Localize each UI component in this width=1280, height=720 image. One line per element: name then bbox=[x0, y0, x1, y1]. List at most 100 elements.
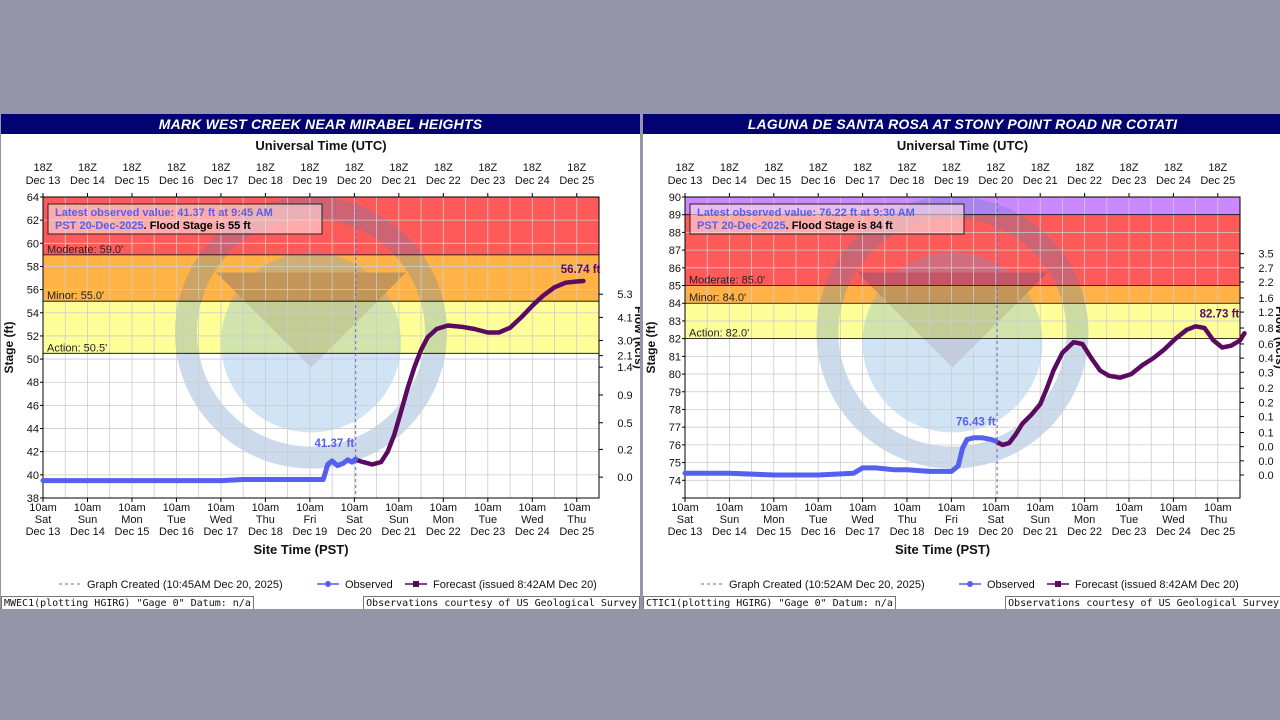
bottom-tick-label: Dec 18 bbox=[248, 526, 283, 538]
bottom-tick-label: Dec 19 bbox=[934, 526, 969, 538]
top-axis-title: Universal Time (UTC) bbox=[897, 138, 1028, 153]
bottom-tick-label: Dec 21 bbox=[381, 526, 416, 538]
bottom-tick-label: 10am bbox=[430, 502, 458, 514]
top-tick-label: 18Z bbox=[676, 162, 695, 174]
bottom-tick-label: 10am bbox=[474, 502, 502, 514]
bottom-tick-label: 10am bbox=[671, 502, 699, 514]
source-footer: Observations courtesy of US Geological S… bbox=[363, 596, 640, 609]
top-tick-label: Dec 14 bbox=[70, 175, 105, 187]
top-tick-label: Dec 21 bbox=[1023, 175, 1058, 187]
bottom-tick-label: 10am bbox=[1115, 502, 1143, 514]
watermark-gull bbox=[216, 272, 406, 368]
flood-band-label: Minor: 55.0' bbox=[47, 290, 104, 302]
bottom-tick-label: Dec 13 bbox=[668, 526, 703, 538]
flood-band-label: Moderate: 59.0' bbox=[47, 244, 123, 256]
top-tick-label: Dec 24 bbox=[515, 175, 550, 187]
y-tick-label: 74 bbox=[669, 475, 681, 487]
chart-title: LAGUNA DE SANTA ROSA AT STONY POINT ROAD… bbox=[643, 114, 1280, 134]
legend-observed-label: Observed bbox=[345, 579, 393, 591]
bottom-tick-label: Sun bbox=[389, 514, 409, 526]
flow-tick-label: 3.0 bbox=[617, 336, 632, 348]
top-tick-label: Dec 20 bbox=[337, 175, 372, 187]
y-tick-label: 64 bbox=[27, 192, 39, 204]
y-tick-label: 89 bbox=[669, 210, 681, 222]
y2-axis-title: Flow (kcfs) bbox=[1273, 306, 1280, 369]
flow-tick-label: 0.0 bbox=[1258, 456, 1273, 468]
bottom-tick-label: Dec 23 bbox=[1112, 526, 1147, 538]
y-tick-label: 42 bbox=[27, 447, 39, 459]
y-tick-label: 52 bbox=[27, 331, 39, 343]
top-tick-label: Dec 23 bbox=[470, 175, 505, 187]
bottom-tick-label: Dec 14 bbox=[70, 526, 105, 538]
top-tick-label: Dec 15 bbox=[756, 175, 791, 187]
bottom-tick-label: 10am bbox=[519, 502, 547, 514]
bottom-tick-label: Thu bbox=[567, 514, 586, 526]
flow-tick-label: 0.5 bbox=[617, 418, 632, 430]
bottom-tick-label: Dec 22 bbox=[1067, 526, 1102, 538]
flow-tick-label: 2.2 bbox=[1258, 277, 1273, 289]
top-tick-label: Dec 20 bbox=[978, 175, 1013, 187]
observed-peak-label: 41.37 ft bbox=[315, 438, 355, 450]
station-footer: MWEC1(plotting HGIRG) "Gage 0" Datum: n/… bbox=[1, 596, 254, 609]
legend-forecast-marker bbox=[413, 581, 419, 587]
bottom-tick-label: 10am bbox=[163, 502, 191, 514]
flow-tick-label: 1.2 bbox=[1258, 307, 1273, 319]
bottom-tick-label: Thu bbox=[898, 514, 917, 526]
bottom-tick-label: Fri bbox=[303, 514, 316, 526]
y-tick-label: 90 bbox=[669, 192, 681, 204]
y-tick-label: 82 bbox=[669, 334, 681, 346]
latest-observed-date: PST 20-Dec-2025 bbox=[697, 220, 786, 232]
flood-band-label: Action: 82.0' bbox=[689, 328, 749, 340]
grid bbox=[42, 196, 600, 499]
latest-observed-box bbox=[47, 203, 323, 235]
y-tick-label: 83 bbox=[669, 316, 681, 328]
top-tick-label: 18Z bbox=[853, 162, 872, 174]
bottom-tick-label: Dec 17 bbox=[203, 526, 238, 538]
bottom-tick-label: Wed bbox=[210, 514, 232, 526]
top-tick-label: Dec 17 bbox=[203, 175, 238, 187]
top-tick-label: 18Z bbox=[567, 162, 586, 174]
bottom-tick-label: Mon bbox=[1074, 514, 1095, 526]
y-tick-label: 48 bbox=[27, 377, 39, 389]
flow-tick-label: 0.4 bbox=[1258, 353, 1273, 365]
bottom-tick-label: Sat bbox=[988, 514, 1005, 526]
bottom-tick-label: Tue bbox=[167, 514, 186, 526]
legend-observed-label: Observed bbox=[987, 579, 1035, 591]
bottom-tick-label: Dec 24 bbox=[1156, 526, 1191, 538]
legend-observed-marker bbox=[967, 581, 973, 587]
top-tick-label: 18Z bbox=[1075, 162, 1094, 174]
noaa-watermark bbox=[816, 196, 1089, 469]
top-tick-label: 18Z bbox=[122, 162, 141, 174]
top-tick-label: 18Z bbox=[1208, 162, 1227, 174]
y-tick-label: 81 bbox=[669, 351, 681, 363]
observed-series bbox=[682, 435, 999, 478]
flow-tick-label: 2.1 bbox=[617, 351, 632, 363]
bottom-tick-label: Sat bbox=[346, 514, 363, 526]
top-tick-label: 18Z bbox=[942, 162, 961, 174]
bottom-tick-label: 10am bbox=[804, 502, 832, 514]
flow-tick-label: 0.6 bbox=[1258, 339, 1273, 351]
bottom-tick-label: Dec 25 bbox=[559, 526, 594, 538]
y-tick-label: 85 bbox=[669, 281, 681, 293]
y-tick-label: 62 bbox=[27, 215, 39, 227]
bottom-tick-label: Dec 20 bbox=[978, 526, 1013, 538]
forecast-peak-label: 82.73 ft bbox=[1200, 309, 1240, 321]
bottom-tick-label: Dec 23 bbox=[470, 526, 505, 538]
hydrograph-panel-left: MARK WEST CREEK NEAR MIRABEL HEIGHTS Act… bbox=[1, 114, 640, 609]
y-tick-label: 54 bbox=[27, 308, 39, 320]
y-tick-label: 76 bbox=[669, 440, 681, 452]
watermark-wave bbox=[221, 252, 401, 433]
latest-observed-date: PST 20-Dec-2025 bbox=[55, 220, 144, 232]
bottom-tick-label: Sat bbox=[35, 514, 52, 526]
bottom-tick-label: Dec 22 bbox=[426, 526, 461, 538]
source-footer: Observations courtesy of US Geological S… bbox=[1005, 596, 1280, 609]
bottom-tick-label: Dec 13 bbox=[26, 526, 61, 538]
top-tick-label: Dec 25 bbox=[559, 175, 594, 187]
bottom-tick-label: 10am bbox=[1026, 502, 1054, 514]
watermark-wave bbox=[862, 252, 1043, 433]
latest-observed-line2: PST 20-Dec-2025. Flood Stage is 55 ft bbox=[55, 220, 251, 232]
flood-band-label: Moderate: 85.0' bbox=[689, 275, 765, 287]
top-tick-label: Dec 18 bbox=[248, 175, 283, 187]
legend-observed-marker bbox=[325, 581, 331, 587]
flow-tick-label: 0.2 bbox=[1258, 383, 1273, 395]
